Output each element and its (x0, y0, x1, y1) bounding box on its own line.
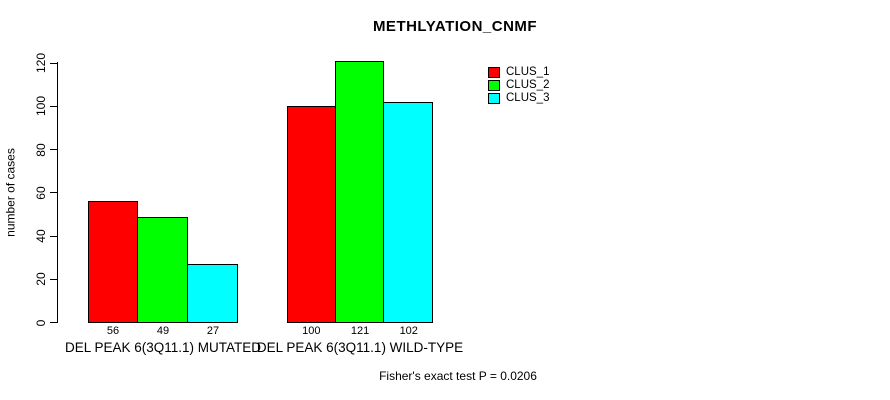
bar-value-label: 102 (399, 325, 418, 337)
fisher-test-annotation: Fisher's exact test P = 0.0206 (379, 369, 537, 383)
bar-value-label: 56 (106, 325, 120, 337)
y-axis-tick (50, 149, 57, 150)
y-axis-tick (50, 322, 57, 323)
y-axis-tick-label: 120 (34, 52, 48, 74)
y-axis-tick (50, 192, 57, 194)
legend-item-clus_2: CLUS_2 (488, 79, 549, 92)
y-axis-line (57, 62, 58, 323)
y-axis-tick-label: 40 (34, 229, 48, 243)
bar-clus_1 (287, 106, 336, 323)
y-axis-tick-label: 60 (34, 186, 48, 200)
bar-value-label: 27 (206, 325, 220, 337)
legend-swatch-clus_1 (488, 67, 500, 78)
chart-title: METHLYATION_CNMF (372, 18, 538, 35)
bar-value-label: 49 (156, 325, 170, 337)
y-axis-tick-label: 100 (34, 96, 48, 117)
y-axis-tick-label: 80 (34, 142, 48, 157)
legend-item-clus_3: CLUS_3 (488, 92, 549, 105)
y-axis-tick (50, 105, 57, 107)
legend-label: CLUS_3 (506, 92, 550, 104)
y-axis-tick (50, 278, 57, 280)
bar-clus_3 (383, 101, 434, 323)
legend-swatch-clus_2 (488, 80, 500, 91)
bar-value-label: 121 (350, 325, 370, 337)
y-axis-tick-label: 0 (34, 319, 48, 326)
bar-value-label: 100 (302, 325, 321, 337)
legend: CLUS_1 CLUS_2 CLUS_3 (488, 66, 549, 105)
legend-label: CLUS_2 (506, 79, 550, 91)
bar-clus_1 (88, 201, 138, 323)
y-axis-title: number of cases (3, 148, 18, 237)
y-axis-tick-label: 20 (34, 272, 48, 286)
x-axis-category-label: DEL PEAK 6(3Q11.1) MUTATED (64, 340, 262, 355)
legend-item-clus_1: CLUS_1 (488, 66, 549, 79)
bar-clus_3 (187, 264, 238, 323)
bar-clus_2 (334, 60, 385, 323)
y-axis-tick (50, 62, 57, 64)
x-axis-category-label: DEL PEAK 6(3Q11.1) WILD-TYPE (256, 340, 464, 355)
legend-swatch-clus_3 (488, 93, 500, 104)
bar-clus_2 (137, 216, 188, 323)
y-axis-tick (50, 235, 57, 237)
legend-label: CLUS_1 (506, 66, 550, 78)
